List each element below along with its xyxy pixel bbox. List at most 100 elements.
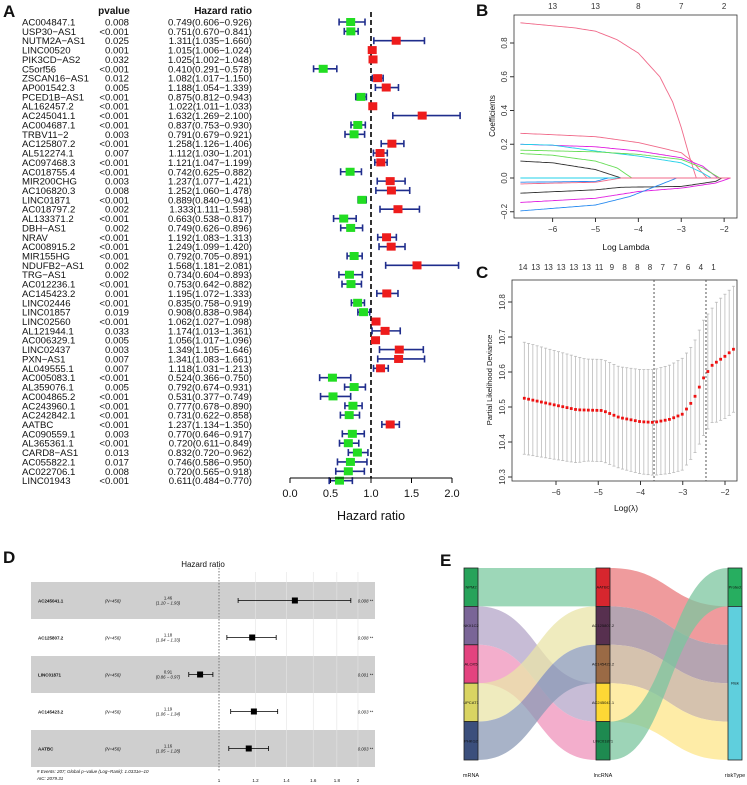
- top-axis-label: 8: [622, 263, 627, 272]
- deviance-point: [685, 407, 688, 411]
- gene-label: AC243960.1: [22, 401, 75, 412]
- hr-value: 1.46: [164, 596, 173, 601]
- flow-band: [610, 568, 728, 760]
- x-tick-label: −5: [591, 225, 601, 234]
- gene-label: AC245041.1: [22, 111, 75, 122]
- gene-label: AL365361.1: [22, 439, 74, 450]
- deviance-point: [612, 413, 616, 417]
- gene-label: AATBC: [22, 420, 53, 431]
- n-label: (N=458): [105, 747, 121, 752]
- hr-text-label: 1.056(1.017−1.096): [168, 336, 252, 347]
- lncrna-node: [595, 721, 611, 761]
- hr-text-label: 0.835(0.758−0.919): [168, 298, 252, 309]
- pvalue-label: 0.008: [105, 18, 129, 29]
- hr-text-label: 0.531(0.377−0.749): [168, 392, 252, 403]
- hr-point: [391, 36, 401, 45]
- hr-text-label: 0.749(0.626−0.896): [168, 223, 252, 234]
- top-axis-label: 1: [711, 263, 716, 272]
- hr-text-label: 1.195(1.072−1.333): [168, 289, 252, 300]
- pvalue-label: 0.008: [105, 186, 129, 197]
- hr-point: [346, 223, 356, 232]
- top-axis-label: 2: [722, 2, 727, 11]
- gene-label: LINC01943: [22, 476, 71, 487]
- top-axis-label: 7: [673, 263, 678, 272]
- x-axis-title: Hazard ratio: [337, 509, 405, 523]
- hr-point: [346, 280, 356, 289]
- gene-label: LINC02437: [22, 345, 71, 356]
- hr-point: [385, 420, 395, 429]
- pvalue-label: 0.003: [105, 177, 129, 188]
- panel-d-multivariate-forest: Hazard ratio AC245041.1 (N=458) 1.46(1.10 −…: [31, 560, 375, 783]
- deviance-point: [655, 420, 659, 424]
- top-axis-label: 13: [544, 263, 553, 272]
- deviance-point: [663, 418, 667, 422]
- deviance-point: [608, 412, 612, 415]
- hr-text-label: 1.118(1.031−1.213): [169, 364, 252, 375]
- deviance-point: [693, 394, 697, 398]
- gene-label: TRG−AS1: [22, 270, 66, 281]
- pvalue-label: <0.001: [99, 411, 129, 422]
- deviance-point: [638, 420, 641, 423]
- deviance-point: [621, 416, 624, 420]
- hr-text-label: 0.837(0.753−0.930): [168, 120, 252, 131]
- top-axis-label: 6: [686, 263, 691, 272]
- gene-label: AC145423.2: [22, 289, 75, 300]
- deviance-point: [633, 419, 637, 423]
- pvalue-label: <0.001: [99, 139, 129, 150]
- x-tick-label: −2: [720, 488, 730, 497]
- ci-value: (1.06 − 1.34): [156, 712, 181, 717]
- hr-text-label: 1.121(1.047−1.199): [168, 158, 252, 169]
- pvalue-label: <0.001: [99, 476, 129, 487]
- hr-text-label: 1.333(1.111−1.598): [169, 205, 252, 216]
- hr-value: 1.19: [164, 707, 173, 712]
- ci-value: (1.04 − 1.33): [156, 638, 181, 643]
- coefficient-path: [520, 143, 712, 179]
- gene-label: TRBV11−2: [22, 130, 68, 141]
- hr-text-label: 0.749(0.606−0.926): [168, 18, 252, 29]
- gene-label: AC018797.2: [22, 205, 75, 216]
- x-tick-label: −4: [634, 225, 644, 234]
- pvalue-label: 0.017: [105, 457, 129, 468]
- x-tick-label: −4: [636, 488, 646, 497]
- axis-label: riskType: [725, 773, 745, 779]
- coefficient-path: [520, 132, 708, 179]
- coefficient-path: [520, 177, 731, 203]
- pvalue-label: 0.032: [105, 55, 129, 66]
- gene-label: AC006329.1: [22, 336, 75, 347]
- x-tick-label: −2: [720, 225, 730, 234]
- deviance-point: [727, 351, 731, 355]
- gene-label: AL049555.1: [22, 364, 74, 375]
- deviance-point: [591, 408, 595, 412]
- hr-point: [386, 242, 396, 251]
- hr-text-label: 0.751(0.670−0.841): [168, 27, 252, 38]
- deviance-point: [552, 403, 556, 407]
- hr-point: [345, 457, 355, 466]
- axis-label: mRNA: [463, 773, 480, 779]
- gene-label: NUTM2A−AS1: [22, 36, 85, 47]
- pvalue-label: <0.001: [99, 439, 129, 450]
- coefficient-path: [520, 153, 633, 179]
- hr-point: [357, 195, 367, 204]
- top-axis-label: 9: [610, 263, 615, 272]
- hr-text-label: 1.237(1.077−1.421): [168, 177, 252, 188]
- hr-text-label: 0.832(0.720−0.962): [168, 448, 252, 459]
- gene-label: AC097468.3: [22, 158, 75, 169]
- panel-a-forest-plot: pvalue Hazard ratio AC004847.1 0.008 0.749(0…: [22, 6, 461, 523]
- hr-point: [349, 130, 359, 139]
- top-axis-label: 13: [531, 263, 540, 272]
- hr-text-label: 0.770(0.646−0.917): [168, 429, 252, 440]
- gene-label: PXN−AS1: [22, 354, 65, 365]
- coefficient-path: [520, 177, 723, 194]
- n-label: (N=458): [105, 599, 121, 604]
- pvalue-label: <0.001: [99, 111, 129, 122]
- hr-point: [339, 214, 349, 223]
- hr-point: [349, 252, 359, 260]
- deviance-point: [719, 357, 723, 361]
- deviance-point: [569, 407, 573, 410]
- hr-point: [375, 149, 385, 158]
- hr-point: [380, 326, 390, 335]
- plot-frame: [513, 14, 738, 219]
- footnote-events: # Events: 207; Global p−value (Log−Rank)…: [37, 769, 149, 774]
- hr-point: [356, 92, 366, 101]
- hr-point: [382, 289, 392, 298]
